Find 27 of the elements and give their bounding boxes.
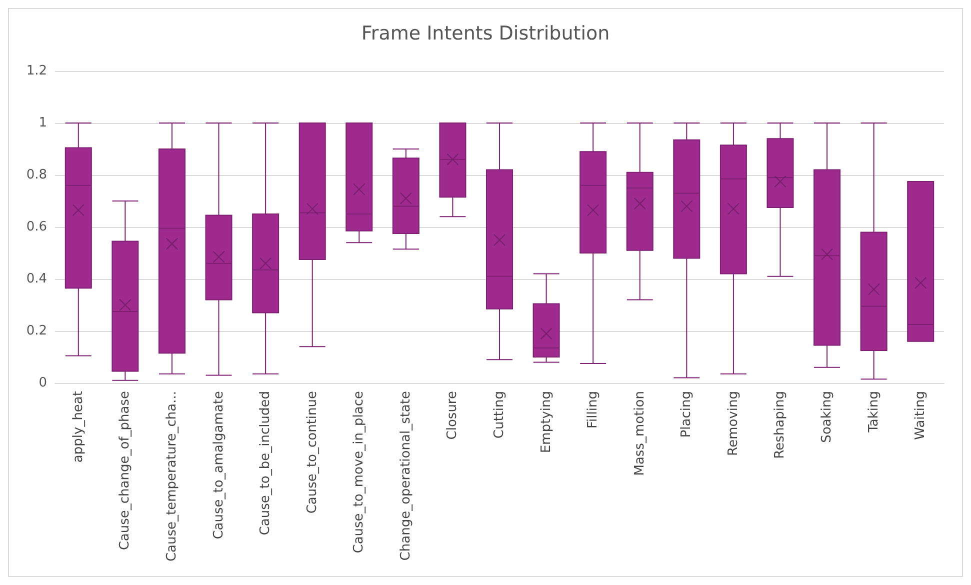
x-tick-label: Taking [866, 391, 882, 434]
x-tick-label: Change_operational_state [398, 391, 414, 561]
y-tick-label: 0 [38, 376, 47, 390]
x-tick-label: Waiting [913, 391, 928, 440]
x-tick-label: Reshaping [772, 391, 788, 459]
y-tick-label: 0.4 [26, 272, 47, 286]
x-tick-label: Emptying [538, 391, 554, 454]
y-tick-label: 1 [38, 116, 47, 130]
chart-title: Frame Intents Distribution [361, 22, 610, 44]
x-tick-label: Mass_motion [632, 391, 648, 476]
x-tick-label: Placing [679, 391, 694, 438]
x-tick-label: Cause_change_of_phase [118, 391, 133, 550]
y-tick-label: 0.6 [26, 220, 47, 234]
x-tick-label: Cause_to_be_included [258, 391, 274, 536]
x-tick-label: Cause_to_move_in_place [352, 391, 367, 554]
x-tick-label: Cause_to_continue [304, 391, 320, 514]
y-tick-label: 1.2 [26, 64, 47, 78]
x-tick-label: Cutting [492, 391, 507, 439]
x-tick-label: Removing [726, 391, 741, 456]
y-tick-label: 0.2 [26, 324, 47, 338]
x-tick-label: Closure [445, 391, 460, 440]
x-tick-label: Cause_temperature_cha... [164, 391, 180, 562]
x-tick-label: Cause_to_amalgamate [211, 391, 226, 540]
x-tick-label: apply_heat [70, 391, 86, 463]
y-tick-label: 0.8 [26, 168, 47, 182]
x-tick-label: Soaking [820, 391, 835, 443]
x-tick-label: Filling [586, 391, 601, 428]
